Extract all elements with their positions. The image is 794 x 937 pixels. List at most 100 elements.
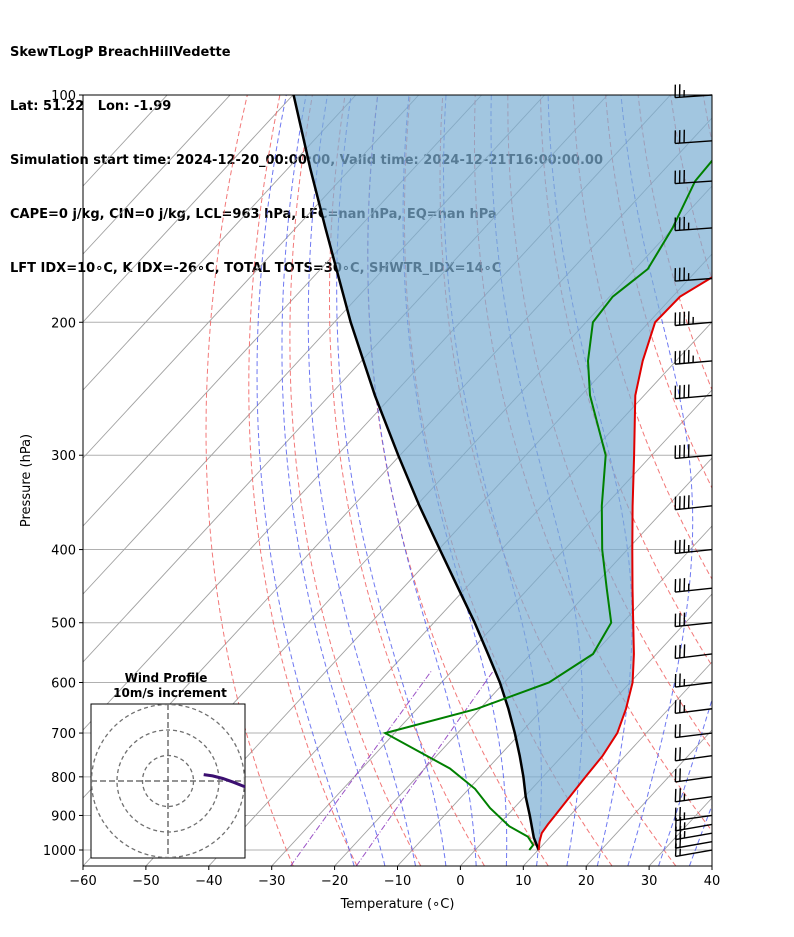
moist-adiabat-line (720, 95, 794, 866)
wind-barb-shaft (675, 548, 713, 555)
wind-barb (674, 384, 713, 400)
wind-barb (674, 723, 713, 739)
wind-barb (674, 444, 713, 460)
dry-adiabat-line (605, 95, 712, 490)
dry-adiabat-line (248, 95, 358, 866)
dry-adiabat-line (702, 95, 712, 145)
station-title: SkewTLogP BreachHillVedette (10, 45, 231, 60)
y-tick-label: 1000 (43, 844, 76, 859)
wind-barb (674, 216, 713, 232)
wind-barb (674, 311, 713, 327)
mixing-ratio-line (290, 671, 432, 866)
wind-barb-shaft (675, 708, 713, 714)
dry-adiabat-line (736, 95, 794, 866)
isotherm-line (585, 729, 712, 866)
y-tick-label: 200 (51, 316, 76, 331)
wind-barb (674, 578, 713, 593)
wind-barb (674, 806, 713, 822)
wind-barb-shaft (675, 849, 713, 858)
moist-adiabat-line (367, 95, 477, 866)
hodograph-subtitle: 10m/s increment (113, 686, 227, 700)
x-tick-label: 0 (456, 874, 464, 889)
wind-barb (674, 699, 713, 714)
cin-shading (293, 95, 712, 850)
wind-barb (674, 349, 713, 365)
wind-barb-shaft (675, 227, 713, 232)
isotherm-line (83, 95, 357, 391)
moist-adiabat-line (281, 95, 386, 866)
wind-barb-shaft (675, 776, 713, 783)
wind-barb (674, 747, 713, 762)
x-tick-label: −60 (69, 874, 96, 889)
isotherm-line (711, 865, 712, 866)
wind-barb-shaft (675, 841, 713, 849)
wind-barb-shaft (675, 796, 713, 803)
wind-barb-shaft (675, 653, 713, 660)
wind-barb-shaft (675, 832, 713, 841)
y-tick-label: 900 (51, 809, 76, 824)
mixing-ratio-lines (290, 671, 494, 866)
wind-barb (674, 267, 713, 282)
wind-barb-shaft (675, 754, 713, 762)
wind-barb (674, 495, 713, 511)
hodograph-trace (203, 773, 245, 789)
moist-adiabat-line (307, 95, 416, 866)
wind-barb-shaft (675, 454, 713, 460)
moist-adiabat-line (336, 95, 447, 866)
hodograph-plot (91, 704, 260, 858)
x-tick-label: −20 (321, 874, 348, 889)
x-tick-label: −50 (132, 874, 159, 889)
isotherm-line (83, 95, 420, 459)
wind-barb-shaft (675, 732, 713, 739)
isotherm-line (522, 661, 712, 866)
dry-adiabat-line (768, 95, 794, 866)
moist-adiabat-line (658, 697, 712, 866)
wind-barb-shaft (675, 140, 713, 145)
wind-barb-shaft (675, 277, 713, 282)
wind-barb-shaft (675, 394, 713, 400)
y-tick-label: 700 (51, 727, 76, 742)
wind-barb (674, 673, 713, 688)
wind-barb (674, 539, 713, 555)
wind-barb (674, 788, 713, 803)
location-line: Lat: 51.22 Lon: -1.99 (10, 99, 172, 114)
wind-barb-shaft (675, 505, 713, 511)
y-tick-label: 100 (51, 89, 76, 104)
wind-barb-shaft (675, 823, 713, 832)
dewpoint-line (382, 159, 712, 851)
dry-adiabat-line (329, 95, 485, 866)
dry-adiabat-line (205, 95, 294, 866)
x-tick-label: 30 (641, 874, 658, 889)
x-tick-label: 20 (578, 874, 595, 889)
x-tick-label: −30 (258, 874, 285, 889)
mixing-ratio-line (355, 671, 494, 866)
moist-adiabat-line (688, 803, 712, 866)
y-tick-label: 800 (51, 771, 76, 786)
dry-adiabat-line (289, 95, 422, 866)
x-axis-label: Temperature (∘C) (340, 897, 455, 912)
parcel-profile-line (292, 95, 540, 851)
wind-barbs (674, 84, 713, 858)
isotherm-line (83, 95, 231, 255)
wind-barb (674, 169, 713, 185)
y-tick-label: 600 (51, 677, 76, 692)
wind-barb-shaft (675, 180, 713, 185)
isotherm-line (83, 95, 294, 323)
hodograph-title: Wind Profile (125, 671, 208, 685)
wind-barb (674, 768, 713, 783)
temperature-line (537, 276, 712, 851)
hodograph-surface-point (255, 789, 260, 794)
wind-barb-shaft (675, 814, 713, 822)
wind-barb (674, 129, 713, 145)
moist-adiabat-line (256, 95, 355, 866)
y-tick-label: 400 (51, 544, 76, 559)
y-tick-label: 500 (51, 617, 76, 632)
x-tick-label: −10 (384, 874, 411, 889)
wind-barb-shaft (675, 681, 713, 688)
x-tick-label: −40 (195, 874, 222, 889)
y-tick-label: 300 (51, 449, 76, 464)
wind-barb (674, 644, 713, 660)
x-tick-label: 40 (704, 874, 721, 889)
